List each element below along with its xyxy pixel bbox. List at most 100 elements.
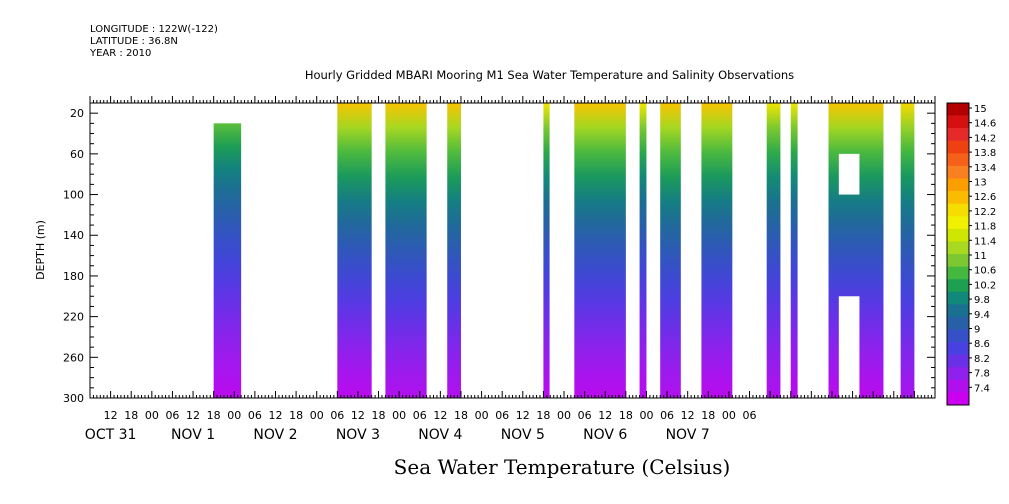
x-hour-label: 06 xyxy=(660,409,674,422)
colorbar-label: 13.8 xyxy=(974,148,996,159)
data-block xyxy=(701,103,733,398)
x-hour-label: 18 xyxy=(207,409,221,422)
y-tick-label: 100 xyxy=(63,189,84,202)
colorbar-cell xyxy=(947,254,969,267)
colorbar-cell xyxy=(947,379,969,393)
colorbar-label: 12.2 xyxy=(974,207,996,218)
data-block xyxy=(766,103,781,398)
x-hour-label: 06 xyxy=(165,409,179,422)
colorbar-label: 7.8 xyxy=(974,369,990,380)
metadata-block: LONGITUDE : 122W(-122) LATITUDE : 36.8N … xyxy=(90,24,218,60)
latitude-text: LATITUDE : 36.8N xyxy=(90,36,178,47)
x-day-label: NOV 1 xyxy=(171,427,215,443)
data-block xyxy=(213,123,242,399)
colorbar-cell xyxy=(947,304,969,318)
x-hour-label: 00 xyxy=(475,409,489,422)
colorbar-cell xyxy=(947,354,969,368)
x-hour-label: 18 xyxy=(372,409,386,422)
colorbar-cell xyxy=(947,291,969,305)
data-block xyxy=(660,103,681,398)
data-block xyxy=(574,103,626,398)
colorbar-cell xyxy=(947,279,969,293)
colorbar-label: 11 xyxy=(974,251,987,262)
x-hour-label: 06 xyxy=(495,409,509,422)
x-hour-label: 00 xyxy=(227,409,241,422)
colorbar-cell xyxy=(947,103,969,116)
year-text: YEAR : 2010 xyxy=(90,48,152,59)
x-hour-label: 18 xyxy=(536,409,550,422)
data-gap xyxy=(838,296,860,398)
x-hour-label: 00 xyxy=(557,409,571,422)
colorbar-label: 9 xyxy=(974,325,980,336)
colorbar-cell xyxy=(947,153,969,167)
colorbar-label: 10.6 xyxy=(974,266,996,277)
x-hour-label: 12 xyxy=(186,409,200,422)
colorbar-label: 8.6 xyxy=(974,339,990,350)
y-tick-label: 260 xyxy=(63,351,84,364)
x-hour-label: 12 xyxy=(516,409,530,422)
x-hour-label: 12 xyxy=(268,409,282,422)
x-hour-label: 06 xyxy=(330,409,344,422)
x-hour-label: 18 xyxy=(289,409,303,422)
data-block xyxy=(447,103,461,398)
colorbar-label: 15 xyxy=(974,104,987,115)
x-hour-label: 12 xyxy=(598,409,612,422)
colorbar-label: 12.6 xyxy=(974,192,996,203)
colorbar-cell xyxy=(947,165,969,179)
colorbar-label: 14.2 xyxy=(974,133,996,144)
data-block xyxy=(790,103,798,398)
x-axis-label: Sea Water Temperature (Celsius) xyxy=(393,455,731,479)
data-block xyxy=(639,103,647,398)
x-hour-label: 06 xyxy=(578,409,592,422)
data-block xyxy=(900,103,915,398)
colorbar-cell xyxy=(947,367,969,381)
colorbar-cell xyxy=(947,216,969,230)
longitude-text: LONGITUDE : 122W(-122) xyxy=(90,24,218,35)
x-hour-label: 00 xyxy=(145,409,159,422)
colorbar-cell xyxy=(947,140,969,154)
colorbar-label: 9.8 xyxy=(974,295,990,306)
data-block xyxy=(543,103,550,398)
colorbar-cell xyxy=(947,228,969,242)
x-hour-label: 06 xyxy=(743,409,757,422)
colorbar-label: 11.8 xyxy=(974,222,996,233)
colorbar-label: 8.2 xyxy=(974,354,990,365)
x-day-label: OCT 31 xyxy=(85,427,137,443)
x-hour-label: 06 xyxy=(248,409,262,422)
x-day-label: NOV 3 xyxy=(336,427,380,443)
colorbar-cell xyxy=(947,191,969,204)
colorbar-cell xyxy=(947,342,969,355)
x-hour-label: 00 xyxy=(639,409,653,422)
colorbar-label: 14.6 xyxy=(974,119,996,130)
x-hour-label: 18 xyxy=(701,409,715,422)
x-hour-label: 18 xyxy=(124,409,138,422)
y-tick-label: 220 xyxy=(63,311,84,324)
data-gap xyxy=(838,153,860,195)
colorbar-label: 13.4 xyxy=(974,163,996,174)
colorbar-cell xyxy=(947,178,969,192)
x-hour-label: 00 xyxy=(310,409,324,422)
y-tick-label: 60 xyxy=(70,148,84,161)
colorbar-label: 11.4 xyxy=(974,236,996,247)
x-day-label: NOV 2 xyxy=(253,427,297,443)
x-hour-label: 06 xyxy=(413,409,427,422)
colorbar-frame xyxy=(946,102,970,406)
x-hour-label: 12 xyxy=(433,409,447,422)
data-block xyxy=(385,103,427,398)
x-hour-label: 12 xyxy=(351,409,365,422)
y-tick-label: 300 xyxy=(63,392,84,405)
x-day-label: NOV 7 xyxy=(666,427,710,443)
colorbar-label: 9.4 xyxy=(974,310,990,321)
colorbar-cell xyxy=(947,128,969,142)
x-hour-label: 00 xyxy=(722,409,736,422)
x-hour-label: 18 xyxy=(619,409,633,422)
colorbar-label: 13 xyxy=(974,178,987,189)
chart-title: Hourly Gridded MBARI Mooring M1 Sea Wate… xyxy=(304,68,795,82)
colorbar-cell xyxy=(947,266,969,280)
x-day-label: NOV 5 xyxy=(501,427,545,443)
data-block xyxy=(337,103,372,398)
x-day-label: NOV 4 xyxy=(418,427,462,443)
colorbar-cell xyxy=(947,203,969,217)
x-hour-label: 12 xyxy=(104,409,118,422)
